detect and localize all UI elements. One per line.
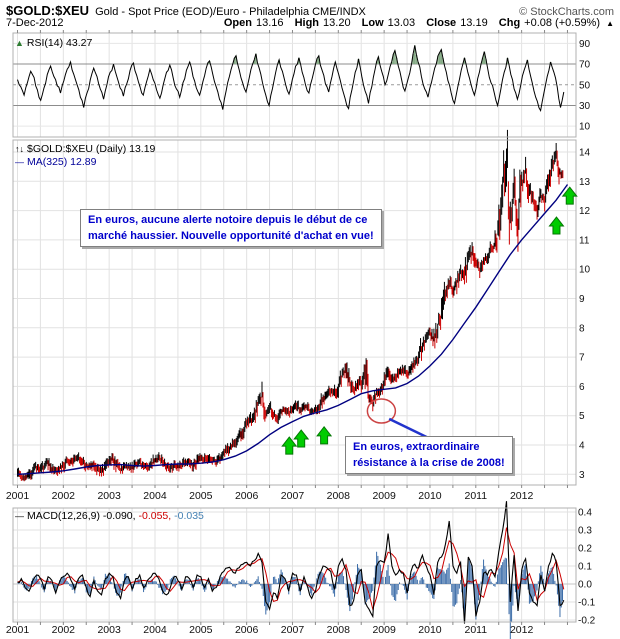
rsi-legend-label: RSI(14) 43.27 <box>26 37 93 49</box>
svg-text:10: 10 <box>579 265 591 276</box>
note2-line2: résistance à la crise de 2008! <box>353 457 505 469</box>
svg-text:2010: 2010 <box>418 490 442 502</box>
svg-text:2002: 2002 <box>52 624 76 636</box>
ma-legend-label: MA(325) 12.89 <box>27 156 97 168</box>
svg-text:2012: 2012 <box>510 624 534 636</box>
svg-text:12: 12 <box>579 206 591 217</box>
svg-text:7: 7 <box>579 353 585 364</box>
ma-legend-row: — MA(325) 12.89 <box>15 156 155 169</box>
annotation-note-2008-crisis: En euros, extraordinaire résistance à la… <box>345 436 513 474</box>
svg-text:2011: 2011 <box>465 490 488 502</box>
svg-text:2007: 2007 <box>281 624 305 636</box>
svg-text:2003: 2003 <box>97 624 121 636</box>
symbol-title: $GOLD:$XEU <box>6 3 90 18</box>
svg-text:14: 14 <box>579 148 591 159</box>
high-value: 13.20 <box>323 17 351 29</box>
svg-text:2005: 2005 <box>189 624 213 636</box>
header: $GOLD:$XEU Gold - Spot Price (EOD)/Euro -… <box>6 2 614 20</box>
open-label: Open <box>223 17 252 29</box>
svg-text:2012: 2012 <box>510 490 534 502</box>
note2-line1: En euros, extraordinaire <box>353 441 480 453</box>
svg-text:30: 30 <box>579 101 591 112</box>
svg-text:0.1: 0.1 <box>578 562 592 573</box>
chg-value: +0.08 (+0.59%) <box>524 17 601 29</box>
svg-text:11: 11 <box>579 235 590 246</box>
svg-text:2006: 2006 <box>235 624 259 636</box>
svg-text:2008: 2008 <box>327 624 351 636</box>
svg-text:8: 8 <box>579 323 585 334</box>
low-label: Low <box>361 17 384 29</box>
macd-hist-value: -0.035 <box>174 510 204 522</box>
main-legend: ↑↓ $GOLD:$XEU (Daily) 13.19 — MA(325) 12.8… <box>15 143 155 169</box>
svg-text:2009: 2009 <box>372 624 396 636</box>
rsi-legend: ▲ RSI(14) 43.27 <box>15 37 92 50</box>
quote-row: 7-Dec-2012 Open 13.16 High 13.20 Low 13.03 … <box>6 17 614 29</box>
ohlc-quote: Open 13.16 High 13.20 Low 13.03 Close 13.19 … <box>216 17 614 29</box>
note1-line1: En euros, aucune alerte notoire depuis l… <box>88 214 368 226</box>
svg-text:2010: 2010 <box>418 624 442 636</box>
svg-text:0.2: 0.2 <box>578 544 592 555</box>
line-swatch-icon: — <box>15 157 24 167</box>
svg-text:70: 70 <box>579 60 591 71</box>
svg-text:2002: 2002 <box>52 490 76 502</box>
annotation-note-bull-market: En euros, aucune alerte notoire depuis l… <box>80 209 382 247</box>
svg-text:2001: 2001 <box>6 490 30 502</box>
svg-text:9: 9 <box>579 294 585 305</box>
svg-text:90: 90 <box>579 39 591 50</box>
svg-text:2001: 2001 <box>6 624 30 636</box>
area-chart-icon: ▲ <box>15 38 24 48</box>
main-legend-label: $GOLD:$XEU (Daily) 13.19 <box>27 143 156 155</box>
svg-text:0.4: 0.4 <box>578 508 592 519</box>
svg-text:-0.2: -0.2 <box>578 616 596 627</box>
macd-signal-value: -0.055, <box>138 510 172 522</box>
svg-text:2003: 2003 <box>97 490 121 502</box>
macd-legend-label: MACD(12,26,9) -0.090, <box>27 510 136 522</box>
title-group: $GOLD:$XEU Gold - Spot Price (EOD)/Euro -… <box>6 2 366 20</box>
svg-text:2011: 2011 <box>465 624 488 636</box>
chart-date: 7-Dec-2012 <box>6 17 64 29</box>
svg-text:0.3: 0.3 <box>578 526 592 537</box>
svg-text:2008: 2008 <box>327 490 351 502</box>
svg-text:0.0: 0.0 <box>578 580 592 591</box>
open-value: 13.16 <box>255 17 284 29</box>
copyright: © StockCharts.com <box>519 6 614 18</box>
svg-text:-0.1: -0.1 <box>578 598 596 609</box>
svg-text:6: 6 <box>579 382 585 393</box>
svg-text:2007: 2007 <box>281 490 305 502</box>
high-label: High <box>294 17 320 29</box>
svg-text:2009: 2009 <box>372 490 396 502</box>
close-value: 13.19 <box>460 17 488 29</box>
svg-text:2006: 2006 <box>235 490 259 502</box>
svg-text:5: 5 <box>579 411 585 422</box>
svg-text:3: 3 <box>579 470 585 481</box>
note1-line2: marché haussier. Nouvelle opportunité d'… <box>88 230 374 242</box>
symbol-description: Gold - Spot Price (EOD)/Euro - Philadelp… <box>95 6 366 18</box>
updown-arrows-icon: ↑↓ <box>15 144 24 154</box>
svg-text:13: 13 <box>579 177 591 188</box>
svg-text:10: 10 <box>579 122 591 133</box>
change-up-icon: ▲ <box>606 19 614 28</box>
line-swatch-icon: — <box>15 511 24 521</box>
svg-text:4: 4 <box>579 441 585 452</box>
close-label: Close <box>426 17 457 29</box>
chg-label: Chg <box>498 17 521 29</box>
macd-legend: — MACD(12,26,9) -0.090, -0.055, -0.035 <box>15 510 204 523</box>
svg-text:2005: 2005 <box>189 490 213 502</box>
svg-text:50: 50 <box>579 80 591 91</box>
svg-text:2004: 2004 <box>143 490 167 502</box>
low-value: 13.03 <box>387 17 416 29</box>
main-legend-symbol-row: ↑↓ $GOLD:$XEU (Daily) 13.19 <box>15 143 155 156</box>
svg-text:2004: 2004 <box>143 624 167 636</box>
